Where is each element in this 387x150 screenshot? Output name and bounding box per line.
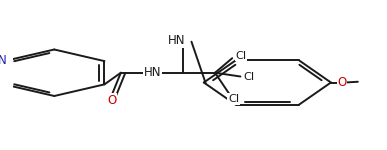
Text: HN: HN: [168, 34, 185, 47]
Text: Cl: Cl: [244, 72, 255, 81]
Text: N: N: [0, 54, 7, 67]
Text: O: O: [337, 76, 347, 89]
Text: O: O: [107, 94, 116, 107]
Text: Cl: Cl: [228, 94, 239, 104]
Text: Cl: Cl: [236, 51, 247, 61]
Text: HN: HN: [144, 66, 161, 79]
